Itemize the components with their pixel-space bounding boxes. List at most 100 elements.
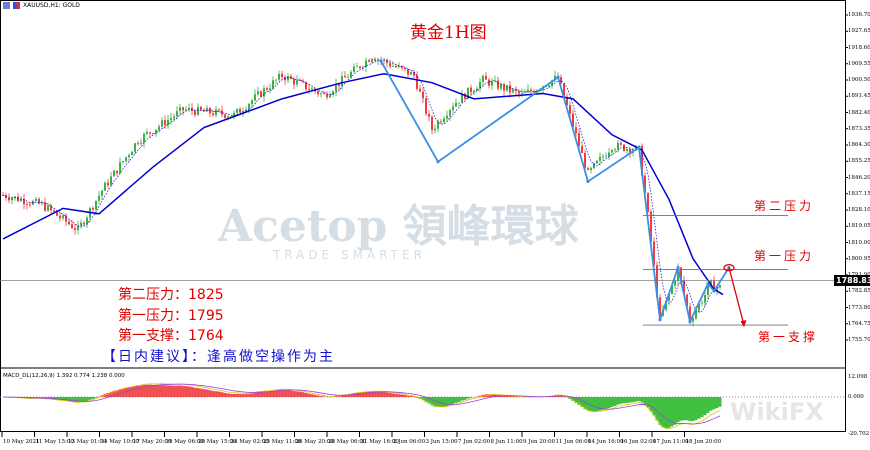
candle-body: [512, 89, 514, 93]
macd-histogram-bar: [349, 393, 353, 397]
resistance-circle: [723, 263, 735, 272]
macd-histogram-bar: [301, 392, 305, 397]
candle-body: [455, 102, 457, 107]
macd-histogram-bar: [583, 397, 587, 410]
macd-histogram-bar: [346, 394, 350, 397]
macd-histogram-bar: [145, 384, 149, 397]
macd-histogram-bar: [448, 397, 452, 406]
candle-body: [185, 109, 187, 111]
candle-body: [251, 100, 253, 105]
zigzag-point: [688, 319, 692, 324]
candle-body: [572, 113, 574, 128]
candle-body: [650, 211, 652, 242]
macd-histogram-bar: [274, 390, 278, 397]
macd-histogram-bar: [115, 390, 119, 397]
macd-histogram-bar: [667, 397, 671, 428]
macd-histogram-bar: [433, 397, 437, 407]
candle-body: [614, 149, 616, 151]
macd-histogram-bar: [454, 397, 458, 403]
macd-histogram-bar: [343, 394, 347, 397]
candle-body: [428, 113, 430, 117]
macd-histogram-bar: [610, 397, 614, 407]
candle-body: [170, 118, 172, 120]
ytick-label: 1773.80: [848, 304, 870, 311]
candle-body: [317, 91, 319, 95]
macd-histogram-bar: [175, 385, 179, 397]
candle-body: [299, 80, 301, 82]
macd-histogram-bar: [244, 394, 248, 397]
ytick-label: 1909.55: [848, 60, 870, 67]
macd-histogram-bar: [169, 385, 173, 397]
macd-histogram-bar: [88, 397, 92, 400]
candle-body: [485, 75, 487, 80]
resistance-2-label: 第二压力: [754, 199, 815, 213]
fast-ma-line: [2, 59, 721, 313]
macd-histogram-bar: [163, 385, 167, 397]
candle-body: [500, 84, 502, 89]
candle-body: [98, 195, 100, 201]
macd-histogram-bar: [484, 394, 488, 397]
candle-body: [59, 215, 61, 219]
candle-body: [347, 77, 349, 79]
candle-body: [656, 265, 658, 298]
macd-histogram-bar: [208, 390, 212, 397]
candle-body: [422, 91, 424, 99]
candle-body: [332, 91, 334, 95]
candle-body: [326, 93, 328, 98]
candle-body: [209, 108, 211, 114]
macd-histogram-bar: [136, 385, 140, 397]
candle-body: [554, 75, 556, 81]
note-resistance-1: 第一压力：1795: [118, 307, 224, 324]
macd-histogram-bar: [181, 385, 185, 397]
macd-histogram-bar: [685, 397, 689, 421]
candle-body: [92, 208, 94, 210]
macd-histogram-bar: [355, 392, 359, 397]
candle-body: [575, 127, 577, 134]
candle-body: [56, 211, 58, 216]
macd-histogram-bar: [52, 397, 56, 400]
macd-histogram-bar: [409, 396, 413, 397]
watermark-tagline: TRADE SMARTER: [273, 248, 426, 262]
macd-histogram-bar: [160, 384, 164, 397]
candle-body: [47, 205, 49, 211]
candle-body: [488, 79, 490, 86]
candle-body: [413, 72, 415, 76]
macd-histogram-bar: [682, 397, 686, 421]
candle-body: [410, 72, 412, 75]
candle-body: [602, 156, 604, 158]
candle-body: [230, 116, 232, 118]
candle-body: [80, 222, 82, 226]
candle-body: [53, 210, 55, 212]
macd-histogram-bar: [400, 394, 404, 397]
macd-histogram-bar: [148, 384, 152, 397]
ytick-label: 1764.75: [848, 320, 870, 327]
macd-histogram-bar: [178, 385, 182, 397]
macd-ytick: 0.000: [848, 394, 864, 400]
candle-body: [497, 80, 499, 89]
candle-body: [260, 91, 262, 97]
macd-histogram-bar: [49, 397, 53, 400]
candle-body: [167, 119, 169, 126]
candle-body: [323, 93, 325, 95]
candle-body: [476, 88, 478, 91]
xtick-label: 13 May 01:00: [68, 439, 107, 445]
candle-body: [464, 93, 466, 99]
candle-body: [146, 132, 148, 134]
candle-body: [104, 182, 106, 191]
macd-histogram-bar: [127, 387, 131, 397]
candle-body: [101, 190, 103, 196]
candle-body: [482, 75, 484, 82]
candle-body: [107, 182, 109, 186]
macd-histogram-bar: [97, 396, 101, 397]
candle-body: [248, 104, 250, 110]
candle-body: [503, 84, 505, 91]
macd-histogram-bar: [46, 397, 50, 399]
macd-histogram-bar: [298, 391, 302, 397]
macd-label: MACD_DL(12,26,9) 1.392 0.774 1.238 0.000: [3, 373, 125, 379]
candle-body: [275, 79, 277, 81]
macd-histogram-bar: [307, 393, 311, 397]
candle-body: [302, 80, 304, 82]
ytick-label: 1882.40: [848, 109, 870, 116]
xtick-label: 14 Jun 16:00: [588, 439, 624, 445]
candle-body: [131, 151, 133, 156]
